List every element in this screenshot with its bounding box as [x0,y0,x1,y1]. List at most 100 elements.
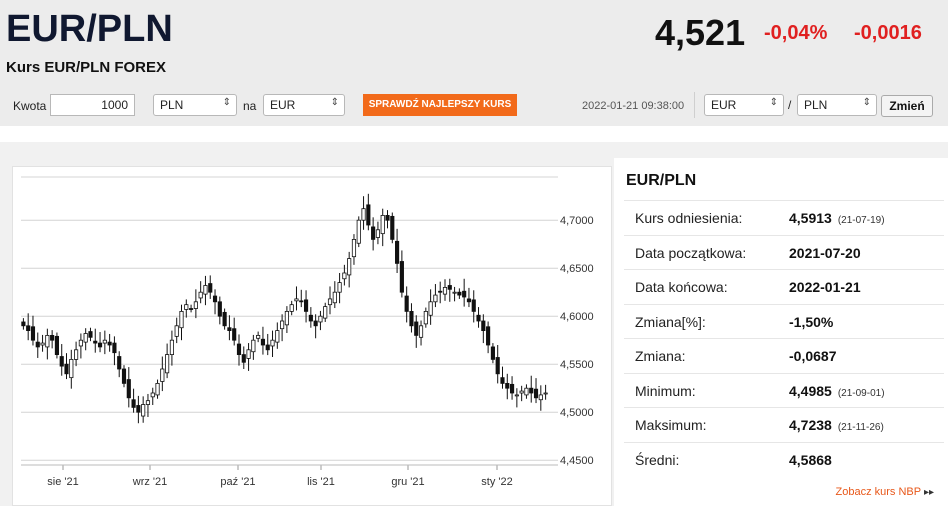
candle-body [256,334,261,339]
candle [212,289,218,315]
candle-body [189,308,194,310]
stats-value-text: 4,7238 [789,417,832,433]
candle-body [145,400,151,405]
stats-label: Średni: [635,451,680,468]
candle [112,336,117,366]
stats-value: -0,0687 [789,348,836,364]
candle [150,387,155,405]
candle [145,393,151,417]
stats-label: Maksimum: [635,417,707,433]
candle [260,326,266,355]
quote-header: EUR/PLN Kurs EUR/PLN FOREX 4,521 -0,04% … [0,0,948,126]
candle [524,384,529,399]
candle-body [486,326,491,346]
updown-arrows-icon: ⇕ [330,97,339,108]
y-tick-label: 4,7000 [560,215,594,227]
candle [83,328,88,351]
candle [45,328,50,360]
change-absolute: -0,0016 [854,22,922,44]
candle-body [74,349,79,360]
candle-body [481,320,486,331]
candle-body [433,294,438,303]
candle [256,331,261,343]
updown-arrows-icon: ⇕ [769,97,778,108]
candle [289,300,294,316]
pair-separator: / [788,98,792,112]
pair-quote-select[interactable]: PLN ⇕ [797,94,877,116]
candle-body [385,215,390,221]
stats-value: 4,7238 (21-11-26) [789,417,884,433]
stats-value-text: 4,5868 [789,451,832,468]
candle [438,281,443,304]
candle [169,330,174,366]
candle [121,365,127,388]
pair-quote-value: PLN [804,98,828,112]
candle [107,333,112,352]
stats-value-text: -1,50% [789,313,834,330]
candle [270,330,275,357]
stats-value: 4,4985 (21-09-01) [789,383,885,399]
candle [74,341,79,367]
candle-body [289,304,294,312]
candle-body [102,339,107,344]
candle-body [457,291,462,296]
candle [35,332,40,358]
candle [390,212,395,244]
change-pair-button[interactable]: Zmień [881,95,933,117]
candle [303,290,309,323]
candle-body [466,298,472,303]
y-tick-label: 4,6000 [560,311,594,323]
stats-date: (21-07-19) [837,215,885,226]
candle-body [179,310,184,329]
candle [299,289,304,308]
candle [519,385,524,402]
candle [308,307,313,328]
candle [543,384,548,400]
stats-label: Data końcowa: [635,279,728,295]
candle-body [112,342,117,354]
candle [380,208,385,247]
candle [30,315,36,346]
candle-body [54,335,60,356]
candle-body [409,310,414,327]
candle [97,332,103,353]
candle-body [366,204,371,226]
stats-value: 2021-07-20 [789,245,861,261]
stats-row: Minimum: 4,4985 (21-09-01) [624,372,944,408]
candle-body [59,356,64,367]
candle [399,250,404,298]
candle [347,251,352,288]
candle [457,288,462,299]
amount-input[interactable]: 1000 [50,94,135,116]
candle-body [236,343,242,355]
from-currency-select[interactable]: PLN ⇕ [153,94,237,116]
to-currency-select[interactable]: EUR ⇕ [263,94,345,116]
candlestick-chart: 4,7000 4,6500 4,6000 4,5500 4,5000 4,4500 sie… [21,176,594,488]
candle-body [69,358,74,379]
nbp-rate-link[interactable]: Zobacz kurs NBP ▸▸ [836,486,935,498]
candle-body [203,285,208,295]
candle [466,287,472,308]
candle-body [241,354,246,363]
stats-value-text: 2021-07-20 [789,244,861,261]
candle-body [107,341,112,346]
check-best-rate-button[interactable]: SPRAWDŹ NAJLEPSZY KURS [363,94,517,116]
candle-body [347,258,352,276]
stats-row: Zmiana[%]: -1,50% [624,303,944,339]
candle [160,356,165,392]
candle [495,345,500,384]
candle-body [361,208,366,221]
candle-body [529,387,534,394]
candle-body [150,392,155,398]
candle [59,344,64,376]
candle [332,281,337,309]
stats-label: Minimum: [635,382,696,399]
pair-base-select[interactable]: EUR ⇕ [704,94,784,116]
candle-body [121,368,127,384]
stats-date: (21-11-26) [837,422,884,433]
candle [40,334,45,352]
candle [126,367,131,408]
stats-title: EUR/PLN [626,172,697,189]
candle [533,378,539,404]
candle [452,286,457,302]
